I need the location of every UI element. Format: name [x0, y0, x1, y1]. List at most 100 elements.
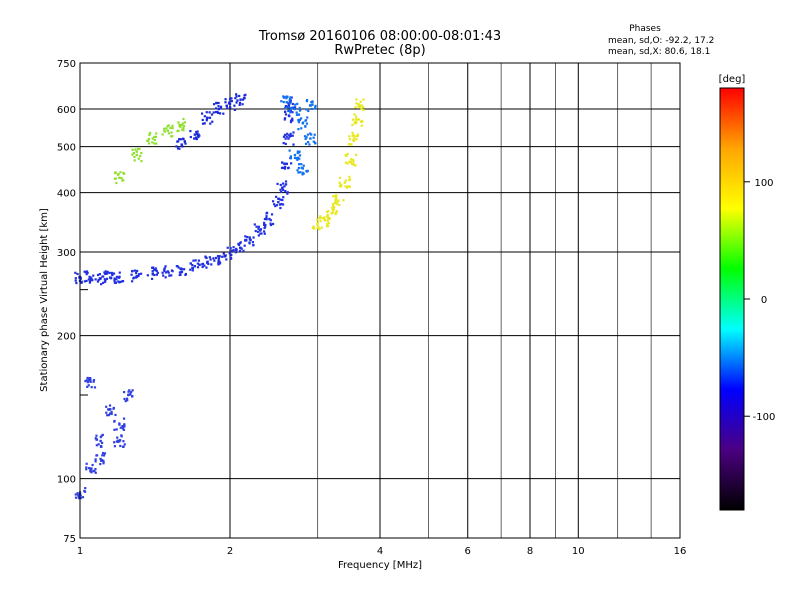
data-point	[265, 218, 268, 221]
data-point	[171, 127, 174, 130]
data-point	[239, 98, 242, 101]
data-point	[99, 457, 102, 461]
data-point	[283, 185, 286, 188]
data-point	[331, 203, 335, 206]
data-point	[348, 138, 351, 141]
data-point	[123, 425, 126, 428]
data-point	[323, 219, 327, 222]
x-tick-label: 8	[527, 546, 533, 557]
data-point	[286, 132, 289, 135]
data-point	[77, 497, 81, 500]
data-point	[286, 95, 289, 98]
data-point	[281, 203, 285, 206]
data-point	[279, 198, 282, 201]
data-point	[177, 121, 180, 124]
data-point	[163, 127, 166, 130]
data-point	[284, 142, 287, 146]
data-point	[319, 215, 322, 218]
data-point	[74, 496, 78, 499]
data-point	[284, 137, 287, 140]
data-point	[269, 222, 272, 225]
data-point	[155, 269, 158, 273]
data-point	[299, 117, 303, 120]
data-point	[114, 281, 117, 285]
data-point	[308, 104, 312, 107]
data-point	[156, 271, 159, 275]
data-point	[95, 454, 98, 457]
data-point	[289, 157, 293, 160]
data-point	[90, 386, 93, 389]
data-point	[217, 262, 220, 265]
data-point	[165, 127, 168, 130]
data-point	[89, 470, 92, 473]
data-point	[325, 225, 329, 228]
data-point	[256, 230, 260, 233]
data-point	[342, 199, 345, 202]
data-point	[105, 405, 108, 408]
data-point	[309, 132, 312, 135]
data-point	[115, 181, 118, 185]
data-point	[335, 194, 338, 197]
data-point	[110, 412, 113, 416]
data-point	[226, 246, 229, 249]
data-point	[313, 227, 316, 230]
data-point	[217, 101, 220, 105]
data-point	[314, 106, 317, 109]
data-point	[235, 247, 238, 251]
data-point	[189, 135, 192, 139]
data-point	[230, 253, 233, 257]
data-point	[334, 197, 338, 200]
chart-title: Tromsø 20160106 08:00:00-08:01:43	[258, 29, 501, 44]
data-point	[333, 194, 336, 198]
data-point	[201, 122, 205, 125]
data-point	[228, 106, 232, 109]
data-point	[350, 143, 353, 146]
data-point	[259, 228, 263, 231]
data-point	[90, 467, 93, 470]
data-point	[163, 129, 166, 133]
data-point	[104, 279, 107, 282]
data-point	[183, 141, 186, 144]
data-point	[74, 493, 77, 496]
data-point	[119, 444, 122, 448]
data-point	[260, 232, 263, 235]
data-point	[113, 277, 116, 280]
x-tick-label: 16	[674, 546, 687, 557]
data-point	[85, 462, 88, 465]
data-point	[291, 102, 294, 106]
data-point	[182, 124, 186, 128]
data-point	[163, 267, 166, 270]
data-point	[205, 266, 208, 269]
data-point	[275, 195, 278, 198]
data-point	[290, 162, 293, 165]
data-point	[229, 247, 232, 250]
data-point	[290, 119, 293, 122]
data-point	[98, 273, 101, 276]
data-point	[316, 226, 319, 230]
data-point	[241, 98, 245, 101]
data-point	[269, 223, 273, 227]
data-point	[184, 273, 187, 277]
data-point	[285, 95, 288, 98]
data-point	[103, 280, 107, 283]
data-point	[351, 134, 354, 138]
data-point	[177, 140, 180, 143]
data-point	[197, 135, 200, 139]
data-point	[155, 132, 158, 135]
data-point	[120, 434, 123, 437]
data-point	[106, 414, 109, 417]
data-point	[348, 178, 351, 182]
data-point	[170, 131, 173, 134]
data-point	[322, 217, 325, 220]
data-point	[100, 445, 103, 448]
data-point	[298, 157, 301, 160]
data-point	[86, 385, 89, 388]
data-point	[265, 217, 268, 220]
data-point	[163, 269, 166, 273]
data-point	[227, 102, 231, 105]
data-point	[214, 256, 218, 260]
data-point	[210, 113, 214, 116]
data-point	[178, 123, 181, 126]
data-point	[122, 391, 126, 394]
data-point	[313, 133, 316, 136]
